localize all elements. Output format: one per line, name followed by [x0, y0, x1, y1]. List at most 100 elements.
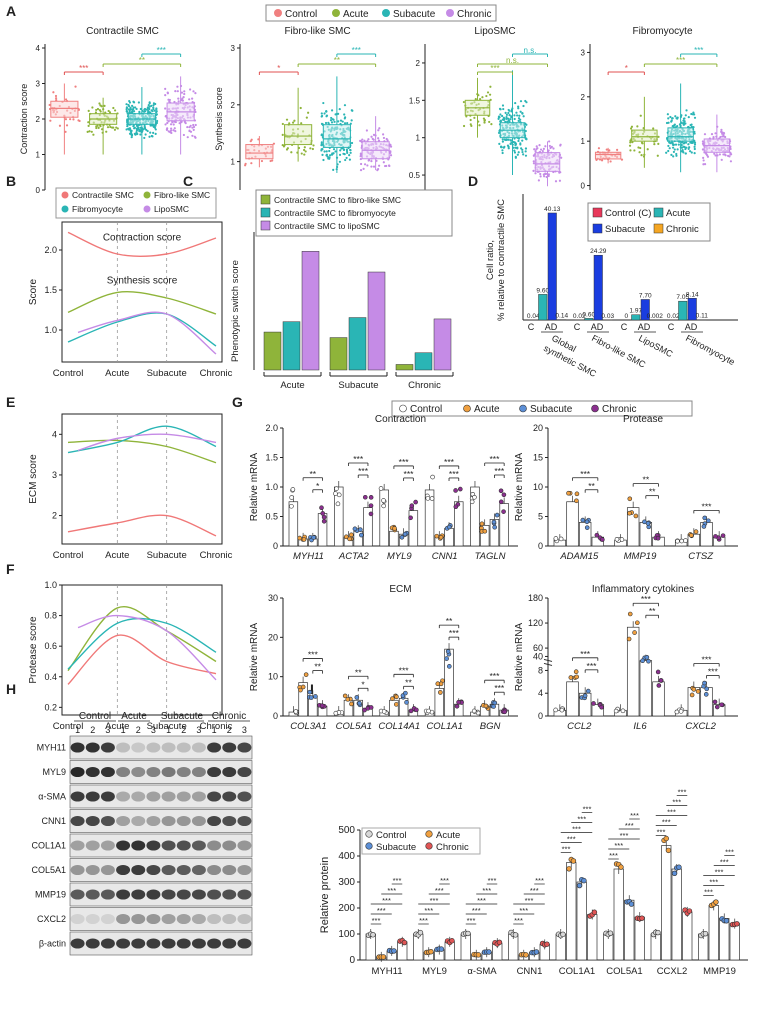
- panelA-point: [125, 110, 129, 113]
- panelG-point: [444, 656, 449, 661]
- panelA-point: [337, 120, 340, 123]
- panelA-point: [483, 121, 486, 124]
- panelA-yaxis-tick-label: 3: [581, 48, 586, 57]
- panelA-point: [608, 149, 611, 152]
- panelA-point: [166, 121, 169, 125]
- panelI-point: [417, 929, 424, 936]
- panelH-band: [222, 913, 237, 925]
- panelG-gene-label: MYL9: [387, 551, 413, 562]
- panelI-sig-label: ***: [609, 851, 618, 860]
- panelA-point: [328, 149, 331, 153]
- panelG-point: [704, 686, 710, 692]
- panelA-point: [130, 136, 133, 139]
- panelA-point: [183, 90, 186, 93]
- panelB-legend-label: LipoSMC: [154, 204, 189, 214]
- panelG-yaxis-tick-label: 20: [268, 632, 278, 642]
- panelA-point: [339, 149, 342, 152]
- panelG-bar: [566, 501, 579, 547]
- panelH-band: [116, 742, 131, 753]
- panelD-legend-box: [587, 202, 711, 242]
- panelA-point: [721, 132, 724, 135]
- panelG-point: [599, 704, 604, 710]
- panelA-point: [98, 102, 101, 105]
- panelG-point: [408, 515, 413, 521]
- panelA-point: [532, 160, 535, 163]
- panelG-point: [402, 531, 408, 537]
- panelI-sig-label: ***: [572, 825, 581, 834]
- panelA-point: [629, 139, 632, 142]
- panelA-point: [359, 162, 363, 166]
- panelA-point: [690, 112, 693, 116]
- panelH-band: [161, 889, 176, 900]
- panelH-row-frame: [69, 907, 253, 931]
- panelA-point: [328, 154, 332, 157]
- panelG-point: [333, 710, 339, 716]
- panelA-point: [145, 128, 148, 132]
- panelA-point: [90, 130, 93, 133]
- panelG-subplot-title: Contraction: [375, 414, 426, 425]
- panelH-band: [116, 766, 131, 778]
- panelA-point: [125, 128, 128, 131]
- panelA-point: [500, 146, 503, 149]
- panelI-sig-label: ***: [435, 886, 444, 895]
- panelA-point: [186, 136, 189, 139]
- panelA-point: [629, 149, 632, 152]
- panelA-point: [501, 104, 505, 107]
- panelG-point: [311, 535, 316, 540]
- panelA-point: [113, 128, 117, 131]
- panelA-point: [105, 130, 108, 133]
- panelG-sig-label: ***: [641, 594, 652, 604]
- panelA-point: [371, 137, 374, 140]
- panelF-xtick-label: Acute: [105, 721, 129, 732]
- panelA-point: [524, 147, 528, 150]
- panelD-bar-label: 0: [624, 313, 628, 320]
- panelI-point: [628, 901, 635, 907]
- legend-top-label: Acute: [343, 9, 369, 20]
- panelB-series-line: [67, 291, 217, 315]
- panelG-gene-label: MYH11: [293, 551, 324, 562]
- panelC-bar: [282, 321, 301, 371]
- panelA-point: [350, 141, 354, 145]
- panelH-band: [100, 742, 115, 753]
- panelA-point: [97, 126, 100, 129]
- panelC-legend-label: Contractile SMC to fibromyocyte: [274, 208, 396, 218]
- panelA-point: [535, 145, 538, 148]
- panelG-yaxis-tick-label: 40: [533, 651, 543, 661]
- panelC-legend-swatch: [260, 194, 271, 205]
- panelA-point: [300, 152, 303, 155]
- panelA-point: [269, 159, 272, 163]
- panelH-band: [70, 913, 85, 925]
- panelH-band: [85, 889, 100, 900]
- panelA-point: [189, 124, 192, 127]
- panelG-yaxis-tick-label: 0: [273, 711, 278, 721]
- panelH-row-label: COL5A1: [31, 865, 66, 875]
- panel-label-F: F: [6, 561, 15, 577]
- panelA-point: [388, 164, 391, 168]
- panelG-point: [472, 495, 477, 500]
- panelI-bar: [661, 845, 672, 961]
- panelA-point: [192, 123, 195, 127]
- panelG-point: [614, 536, 620, 542]
- panelG-point: [368, 503, 374, 508]
- panelA-point: [501, 114, 504, 118]
- panelA-point: [597, 147, 601, 150]
- panelG-point: [706, 518, 711, 524]
- panelA-point: [534, 150, 537, 153]
- panelH-band: [116, 815, 131, 827]
- panelH-band: [85, 815, 100, 827]
- panelH-band: [116, 913, 131, 925]
- panelC-legend-swatch: [260, 207, 271, 218]
- panelI-xtick-label: CNN1: [517, 966, 543, 977]
- panelI-point: [449, 938, 455, 944]
- panelA-point: [181, 99, 184, 102]
- panelA-point: [521, 139, 524, 142]
- panelA-point: [378, 127, 381, 130]
- panelG-point: [494, 512, 500, 518]
- panelA-point: [186, 125, 189, 129]
- panelG-point: [414, 707, 419, 713]
- panelA-point: [629, 127, 633, 130]
- panelH-lane-number: 1: [75, 725, 80, 735]
- panelA-point: [303, 148, 306, 152]
- panelH-band: [237, 864, 252, 876]
- panelG-gene-label: COL1A1: [426, 721, 462, 732]
